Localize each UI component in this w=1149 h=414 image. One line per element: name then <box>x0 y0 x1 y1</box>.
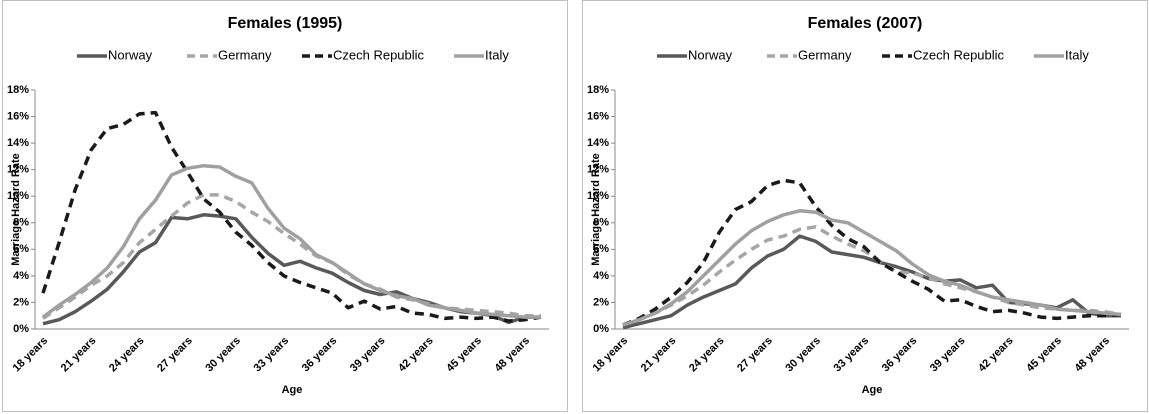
legend-label: Norway <box>108 47 153 62</box>
series-line <box>622 225 1122 327</box>
legend-label: Italy <box>1065 47 1089 62</box>
y-tick-label: 0% <box>13 323 29 335</box>
series-line <box>622 209 1122 327</box>
y-tick-label: 18% <box>7 84 29 96</box>
y-tick-label: 16% <box>587 110 609 122</box>
y-axis-label: Marriage Hazard Rate <box>590 153 602 266</box>
y-tick-label: 8% <box>13 217 29 229</box>
chart-title: Females (2007) <box>808 15 923 32</box>
legend-label: Italy <box>485 47 509 62</box>
x-axis-label: Age <box>862 384 883 396</box>
legend-label: Germany <box>798 47 852 62</box>
y-tick-label: 18% <box>587 84 609 96</box>
y-tick-label: 10% <box>587 190 609 202</box>
y-tick-label: 4% <box>593 270 609 282</box>
y-tick-label: 14% <box>7 137 29 149</box>
panel-border <box>582 0 1148 412</box>
series-line <box>41 163 541 319</box>
y-tick-label: 14% <box>587 137 609 149</box>
y-tick-label: 2% <box>13 296 29 308</box>
y-tick-label: 16% <box>7 110 29 122</box>
y-tick-label: 12% <box>7 164 29 176</box>
panel-border <box>2 0 568 412</box>
y-tick-label: 8% <box>593 217 609 229</box>
y-tick-label: 2% <box>593 296 609 308</box>
y-tick-label: 6% <box>593 243 609 255</box>
legend-label: Czech Republic <box>333 47 425 62</box>
y-tick-label: 12% <box>587 164 609 176</box>
legend-label: Germany <box>218 47 272 62</box>
series-line <box>41 110 542 323</box>
y-tick-label: 6% <box>13 243 29 255</box>
y-tick-label: 0% <box>593 323 609 335</box>
legend-label: Norway <box>688 47 733 62</box>
y-tick-label: 4% <box>13 270 29 282</box>
y-tick-label: 10% <box>7 190 29 202</box>
legend-label: Czech Republic <box>913 47 1005 62</box>
x-axis-label: Age <box>282 384 303 396</box>
chart-panel: Females (1995)0%2%4%6%8%10%12%14%16%18%1… <box>2 0 568 412</box>
chart-panel: Females (2007)0%2%4%6%8%10%12%14%16%18%1… <box>582 0 1148 412</box>
y-axis-label: Marriage Hazard Rate <box>10 153 22 266</box>
series-line <box>622 178 1122 327</box>
chart-title: Females (1995) <box>228 15 343 32</box>
